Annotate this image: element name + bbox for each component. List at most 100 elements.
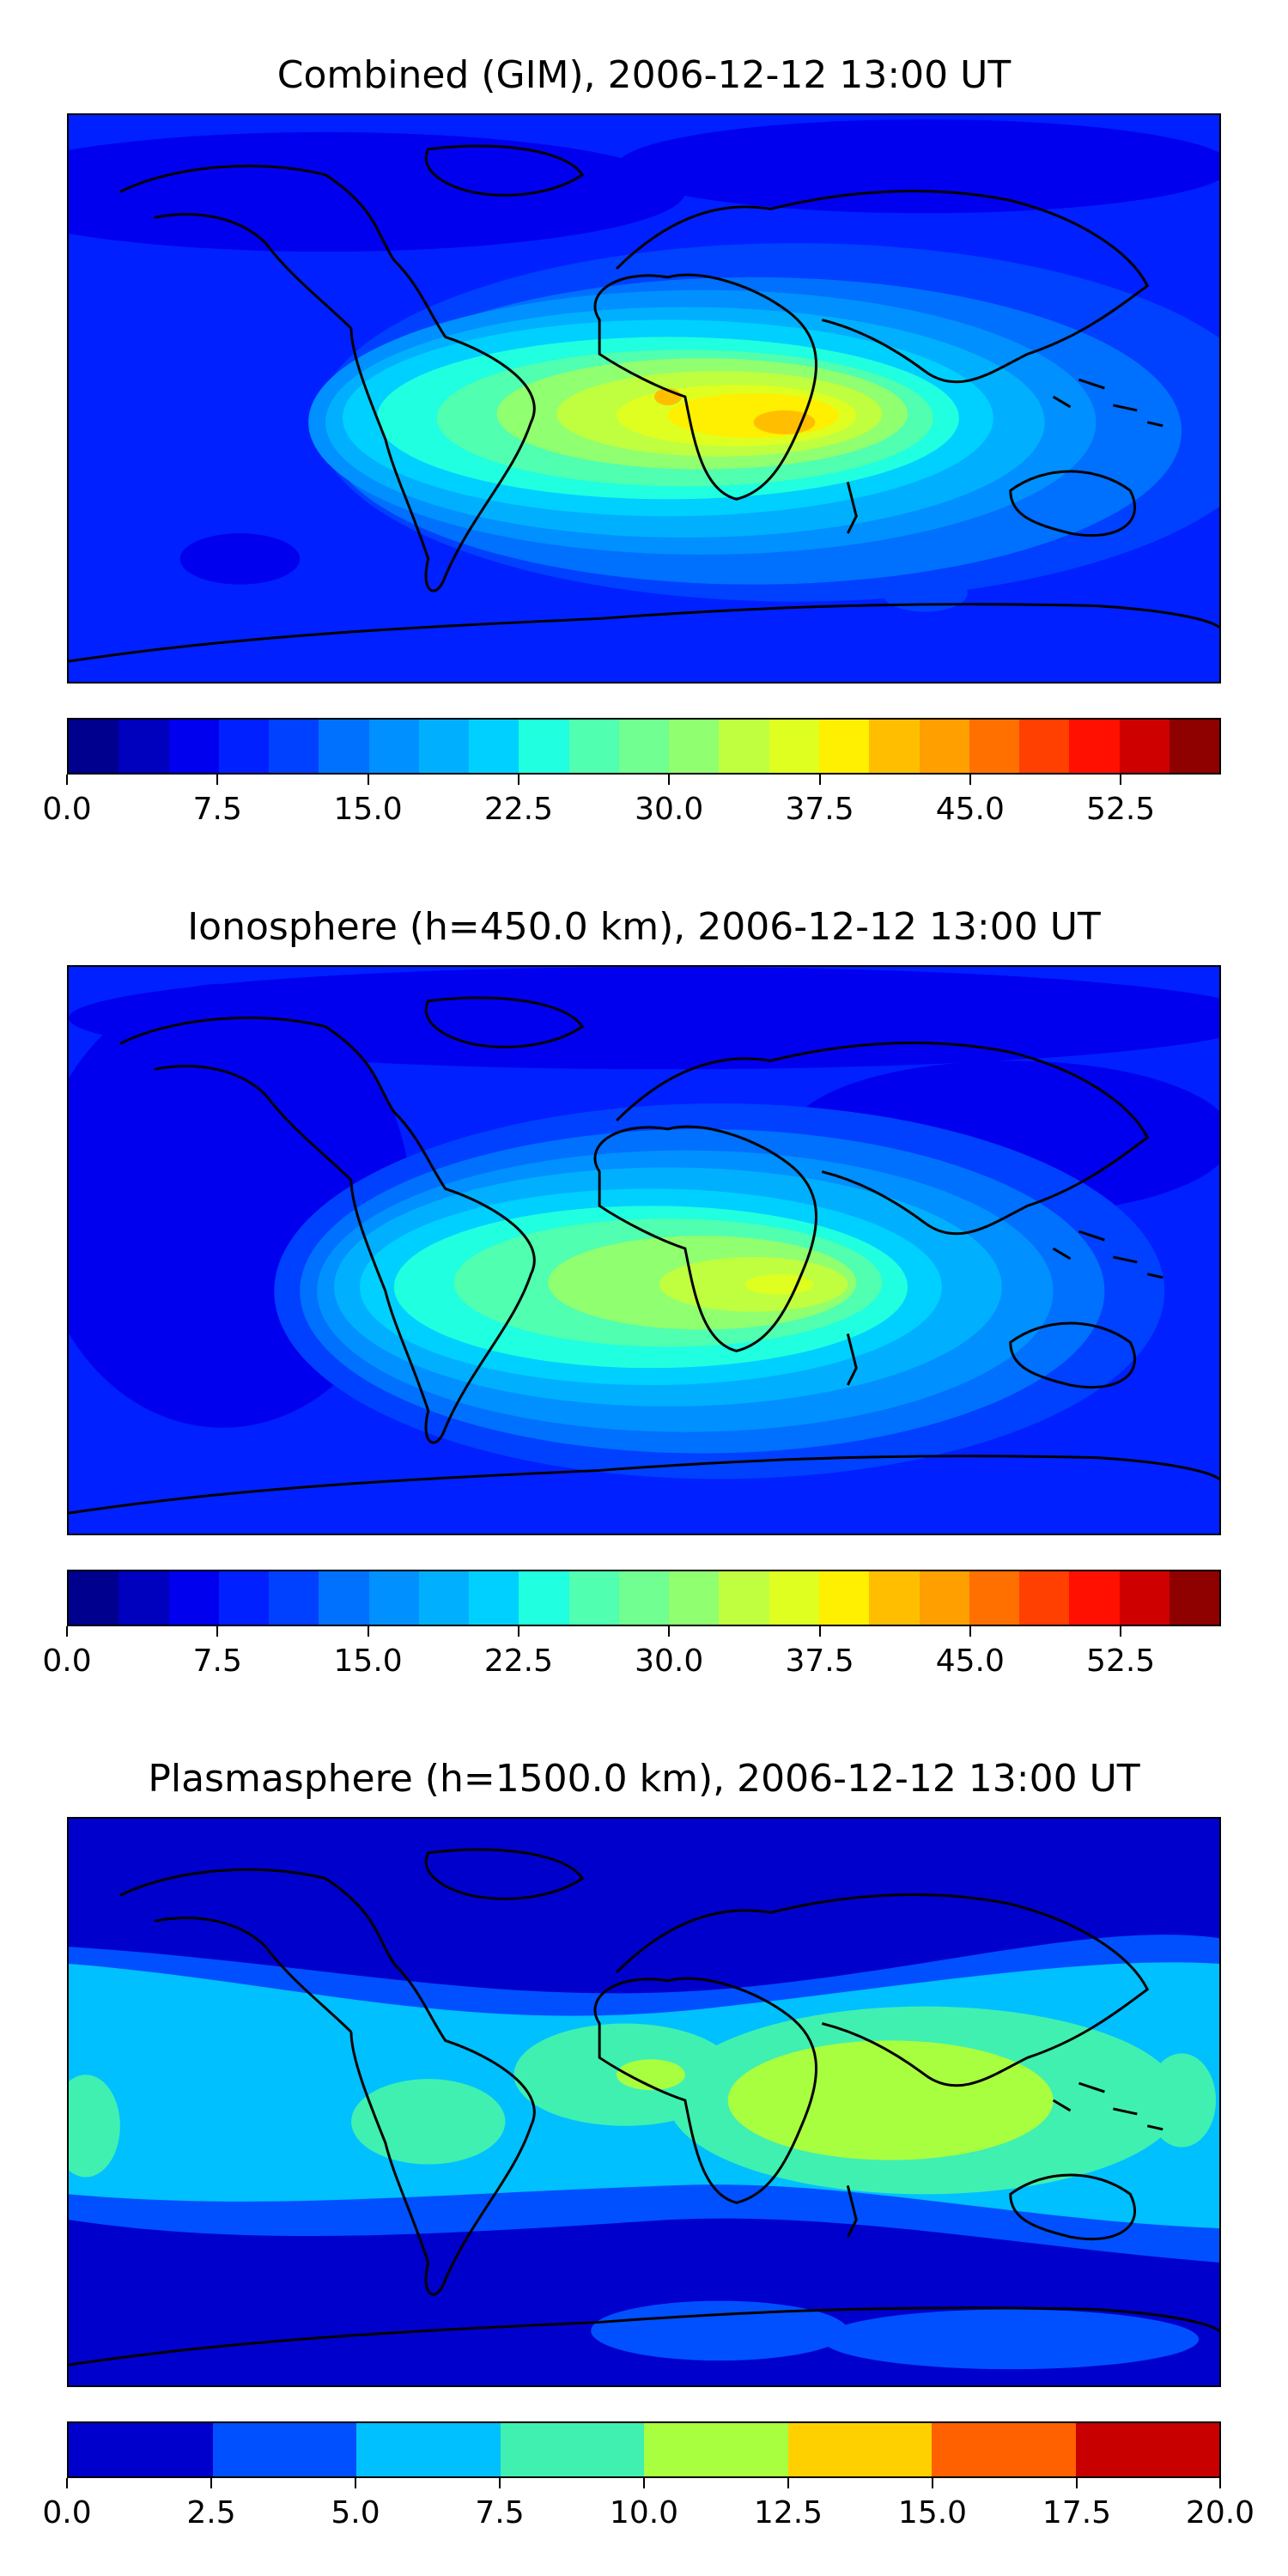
colorbar [67,2421,1221,2478]
coastlines [69,144,1219,663]
coastlines [69,996,1219,1515]
colorbar-tick-label: 52.5 [1086,792,1156,827]
colorbar-segment [719,1571,769,1625]
colorbar-tick [643,2478,645,2488]
colorbar-tick-label: 52.5 [1086,1643,1156,1679]
colorbar-tick [66,775,68,785]
colorbar-segment [368,1571,419,1625]
colorbar-segment [818,720,870,773]
colorbar-tick-label: 15.0 [333,792,403,827]
tec-map-plot [69,1819,1219,2385]
colorbar-tick-label: 37.5 [785,792,854,827]
colorbar-segment [669,1571,720,1625]
colorbar-ticks: 0.0 7.5 15.0 22.5 30.0 37.5 45.0 52.5 [42,1626,1221,1679]
colorbar-tick-label: 0.0 [42,1643,92,1679]
colorbar-tick [787,2478,789,2488]
colorbar-segment [719,720,769,773]
colorbar-tick [668,775,671,785]
tec-map-plot [69,115,1219,682]
colorbar-segment [1169,720,1220,773]
colorbar-segment [500,2423,644,2476]
colorbar-segment [469,1571,519,1625]
colorbar-tick [210,2478,212,2488]
colorbar-segment [769,1571,819,1625]
colorbar-tick-label: 30.0 [635,792,704,827]
colorbar-tick-label: 15.0 [897,2495,968,2530]
colorbar-segment [118,1571,169,1625]
colorbar-tick [1120,775,1122,785]
colorbar-segment [319,1571,369,1625]
colorbar-tick-label: 10.0 [609,2495,679,2530]
colorbar-segment [356,2423,501,2476]
colorbar-tick-label: 7.5 [192,1643,242,1679]
colorbar-segment [168,1571,219,1625]
colorbar-tick [932,2478,933,2488]
colorbar-segment [319,720,369,773]
colorbar-tick [355,2478,356,2488]
colorbar-segment [418,720,470,773]
colorbar-segment [644,2423,788,2476]
colorbar-tick [969,775,971,785]
colorbar-tick [818,775,821,785]
colorbar-segment [1019,1571,1070,1625]
colorbar-ticks: 0.0 7.5 15.0 22.5 30.0 37.5 45.0 52.5 [42,775,1221,827]
colorbar-segment [1069,720,1120,773]
colorbar-tick-label: 12.5 [753,2495,823,2530]
map-ionosphere [67,965,1221,1535]
colorbar-segment [118,720,169,773]
colorbar-segment [519,1571,569,1625]
colorbar-segment [919,720,969,773]
colorbar-tick [1120,1626,1122,1637]
colorbar-segment [1075,2423,1219,2476]
colorbar-segment [69,1571,119,1625]
colorbar-segment [787,2423,932,2476]
colorbar-tick-label: 20.0 [1185,2495,1255,2530]
colorbar [67,718,1221,775]
colorbar-tick [969,1626,971,1637]
colorbar-ticks: 0.0 2.5 5.0 7.5 10.0 12.5 15.0 17.5 20.0 [42,2478,1255,2530]
colorbar-tick [367,775,369,785]
colorbar-segment [168,720,219,773]
colorbar-tick-label: 15.0 [333,1643,403,1679]
colorbar-segment [969,1571,1020,1625]
colorbar-segment [69,720,119,773]
colorbar-tick-label: 7.5 [475,2495,525,2530]
colorbar-tick-label: 45.0 [935,1643,1005,1679]
colorbar-tick-label: 37.5 [785,1643,854,1679]
colorbar-tick-label: 22.5 [483,792,553,827]
colorbar-segment [618,720,670,773]
colorbar-segment [1069,1571,1120,1625]
coastlines [69,1848,1219,2366]
colorbar-tick-label: 22.5 [483,1643,553,1679]
colorbar-segment [919,1571,969,1625]
colorbar-segment [269,1571,319,1625]
colorbar-tick [66,1626,68,1637]
map-title: Combined (GIM), 2006-12-12 13:00 UT [276,53,1012,97]
colorbar-tick [216,775,219,785]
map-title: Ionosphere (h=450.0 km), 2006-12-12 13:0… [187,905,1101,949]
colorbar-tick-label: 17.5 [1042,2495,1112,2530]
colorbar-segment [212,2423,356,2476]
colorbar-tick [499,2478,501,2488]
colorbar-tick-label: 45.0 [935,792,1005,827]
colorbar-segment [969,720,1020,773]
colorbar-segment [269,720,319,773]
colorbar-segment [218,1571,270,1625]
colorbar-segment [69,2423,213,2476]
map-title: Plasmasphere (h=1500.0 km), 2006-12-12 1… [148,1757,1140,1801]
colorbar-segment [932,2423,1076,2476]
colorbar-tick-label: 2.5 [186,2495,236,2530]
colorbar-tick [668,1626,671,1637]
colorbar-segment [368,720,419,773]
colorbar-segment [1019,720,1070,773]
colorbar-tick [517,1626,519,1637]
colorbar-segment [469,720,519,773]
colorbar-segment [519,720,569,773]
colorbar-segment [618,1571,670,1625]
colorbar-tick [1076,2478,1078,2488]
colorbar-tick-label: 5.0 [331,2495,380,2530]
colorbar-segment [869,1571,920,1625]
map-plasmasphere [67,1817,1221,2387]
colorbar-tick-label: 7.5 [192,792,242,827]
colorbar-tick [216,1626,219,1637]
